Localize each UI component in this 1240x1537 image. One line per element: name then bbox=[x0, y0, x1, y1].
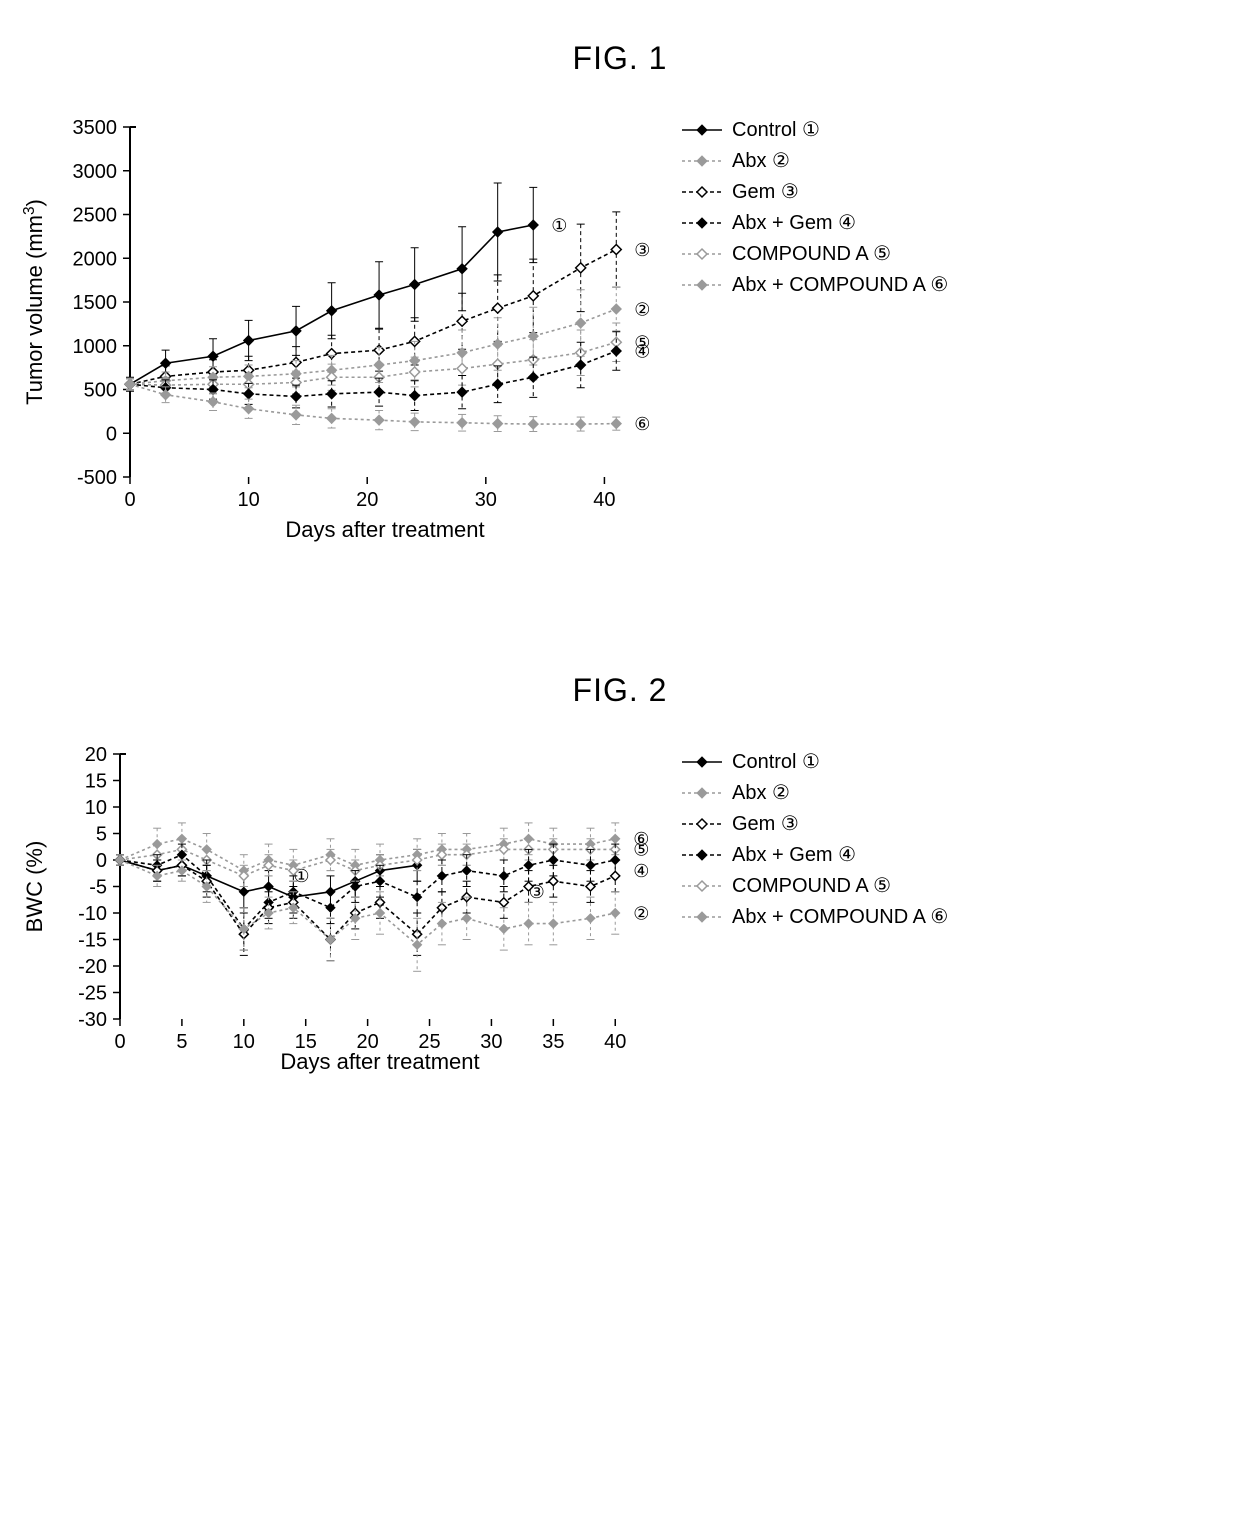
legend-item-control: Control ① bbox=[680, 117, 948, 142]
figure-1: FIG. 1 -500 0 500 1000 1500 2000 2500 3000 3500 0… bbox=[20, 40, 1220, 552]
svg-text:0: 0 bbox=[124, 489, 135, 511]
legend-swatch-abx bbox=[680, 152, 724, 170]
legend-swatch-control bbox=[680, 753, 724, 771]
figure-1-legend: Control ① Abx ② Gem ③ Abx + Gem ④ COMPOUND A… bbox=[680, 117, 948, 303]
legend-swatch-abxGem bbox=[680, 846, 724, 864]
svg-text:③: ③ bbox=[634, 240, 650, 260]
figure-2-legend: Control ① Abx ② Gem ③ Abx + Gem ④ COMPOUND A… bbox=[680, 749, 948, 935]
svg-text:-20: -20 bbox=[78, 956, 107, 978]
svg-text:-10: -10 bbox=[78, 903, 107, 925]
legend-swatch-compA bbox=[680, 877, 724, 895]
figure-1-row: -500 0 500 1000 1500 2000 2500 3000 3500 0 10 20 30 4… bbox=[20, 107, 1220, 552]
svg-text:20: 20 bbox=[85, 744, 107, 766]
svg-text:40: 40 bbox=[604, 1031, 626, 1053]
svg-text:0: 0 bbox=[106, 423, 117, 445]
svg-text:3500: 3500 bbox=[73, 117, 118, 139]
svg-text:④: ④ bbox=[634, 341, 650, 361]
svg-text:-5: -5 bbox=[89, 877, 107, 899]
svg-text:1500: 1500 bbox=[73, 292, 118, 314]
svg-text:②: ② bbox=[633, 903, 649, 923]
legend-swatch-abxCompA bbox=[680, 276, 724, 294]
svg-text:-30: -30 bbox=[78, 1009, 107, 1031]
svg-text:40: 40 bbox=[593, 489, 615, 511]
svg-text:30: 30 bbox=[480, 1031, 502, 1053]
legend-item-abxGem: Abx + Gem ④ bbox=[680, 210, 948, 235]
legend-label-gem: Gem ③ bbox=[732, 811, 799, 836]
figure-1-chart-wrap: -500 0 500 1000 1500 2000 2500 3000 3500 0 10 20 30 4… bbox=[20, 107, 660, 552]
figure-2-row: -30-25-20-15-10-505101520051015202530354… bbox=[20, 739, 1220, 1084]
legend-swatch-abxGem bbox=[680, 214, 724, 232]
svg-text:-500: -500 bbox=[77, 467, 117, 489]
svg-text:35: 35 bbox=[542, 1031, 564, 1053]
legend-label-gem: Gem ③ bbox=[732, 179, 799, 204]
legend-item-compA: COMPOUND A ⑤ bbox=[680, 873, 948, 898]
legend-label-abxCompA: Abx + COMPOUND A ⑥ bbox=[732, 904, 948, 929]
legend-swatch-gem bbox=[680, 815, 724, 833]
svg-text:3000: 3000 bbox=[73, 161, 118, 183]
legend-item-abx: Abx ② bbox=[680, 780, 948, 805]
svg-text:④: ④ bbox=[633, 861, 649, 881]
svg-text:2500: 2500 bbox=[73, 205, 118, 227]
legend-item-compA: COMPOUND A ⑤ bbox=[680, 241, 948, 266]
svg-text:⑤: ⑤ bbox=[633, 840, 649, 860]
svg-text:Days after treatment: Days after treatment bbox=[280, 1049, 479, 1074]
legend-item-abx: Abx ② bbox=[680, 148, 948, 173]
legend-swatch-gem bbox=[680, 183, 724, 201]
svg-text:Tumor volume (mm3): Tumor volume (mm3) bbox=[21, 199, 48, 405]
svg-text:30: 30 bbox=[475, 489, 497, 511]
legend-label-abxGem: Abx + Gem ④ bbox=[732, 210, 856, 235]
legend-swatch-abxCompA bbox=[680, 908, 724, 926]
legend-item-abxCompA: Abx + COMPOUND A ⑥ bbox=[680, 904, 948, 929]
svg-text:1000: 1000 bbox=[73, 336, 118, 358]
legend-label-abx: Abx ② bbox=[732, 780, 790, 805]
legend-swatch-compA bbox=[680, 245, 724, 263]
legend-label-control: Control ① bbox=[732, 117, 820, 142]
svg-text:20: 20 bbox=[356, 489, 378, 511]
svg-text:BWC (%): BWC (%) bbox=[22, 841, 47, 933]
legend-item-gem: Gem ③ bbox=[680, 811, 948, 836]
svg-text:500: 500 bbox=[84, 380, 117, 402]
svg-text:②: ② bbox=[634, 299, 650, 319]
figure-2-chart-wrap: -30-25-20-15-10-505101520051015202530354… bbox=[20, 739, 660, 1084]
svg-text:2000: 2000 bbox=[73, 248, 118, 270]
legend-item-abxCompA: Abx + COMPOUND A ⑥ bbox=[680, 272, 948, 297]
legend-label-compA: COMPOUND A ⑤ bbox=[732, 873, 891, 898]
svg-text:0: 0 bbox=[96, 850, 107, 872]
svg-text:10: 10 bbox=[233, 1031, 255, 1053]
legend-label-abxGem: Abx + Gem ④ bbox=[732, 842, 856, 867]
svg-text:5: 5 bbox=[96, 824, 107, 846]
svg-text:-15: -15 bbox=[78, 930, 107, 952]
legend-label-control: Control ① bbox=[732, 749, 820, 774]
svg-text:10: 10 bbox=[85, 797, 107, 819]
svg-text:Days after treatment: Days after treatment bbox=[285, 517, 484, 542]
figure-2: FIG. 2 -30-25-20-15-10-50510152005101520… bbox=[20, 672, 1220, 1084]
legend-item-gem: Gem ③ bbox=[680, 179, 948, 204]
legend-label-abx: Abx ② bbox=[732, 148, 790, 173]
svg-text:-25: -25 bbox=[78, 983, 107, 1005]
svg-text:0: 0 bbox=[114, 1031, 125, 1053]
figure-2-chart: -30-25-20-15-10-505101520051015202530354… bbox=[20, 739, 660, 1079]
svg-text:③: ③ bbox=[529, 882, 545, 902]
legend-item-control: Control ① bbox=[680, 749, 948, 774]
figure-1-chart: -500 0 500 1000 1500 2000 2500 3000 3500 0 10 20 30 4… bbox=[20, 107, 660, 547]
legend-swatch-control bbox=[680, 121, 724, 139]
svg-text:10: 10 bbox=[237, 489, 259, 511]
legend-swatch-abx bbox=[680, 784, 724, 802]
svg-text:①: ① bbox=[551, 215, 567, 235]
svg-text:15: 15 bbox=[85, 771, 107, 793]
legend-item-abxGem: Abx + Gem ④ bbox=[680, 842, 948, 867]
svg-text:5: 5 bbox=[176, 1031, 187, 1053]
figure-2-title: FIG. 2 bbox=[20, 672, 1220, 709]
legend-label-abxCompA: Abx + COMPOUND A ⑥ bbox=[732, 272, 948, 297]
legend-label-compA: COMPOUND A ⑤ bbox=[732, 241, 891, 266]
svg-text:⑥: ⑥ bbox=[634, 414, 650, 434]
figure-1-title: FIG. 1 bbox=[20, 40, 1220, 77]
